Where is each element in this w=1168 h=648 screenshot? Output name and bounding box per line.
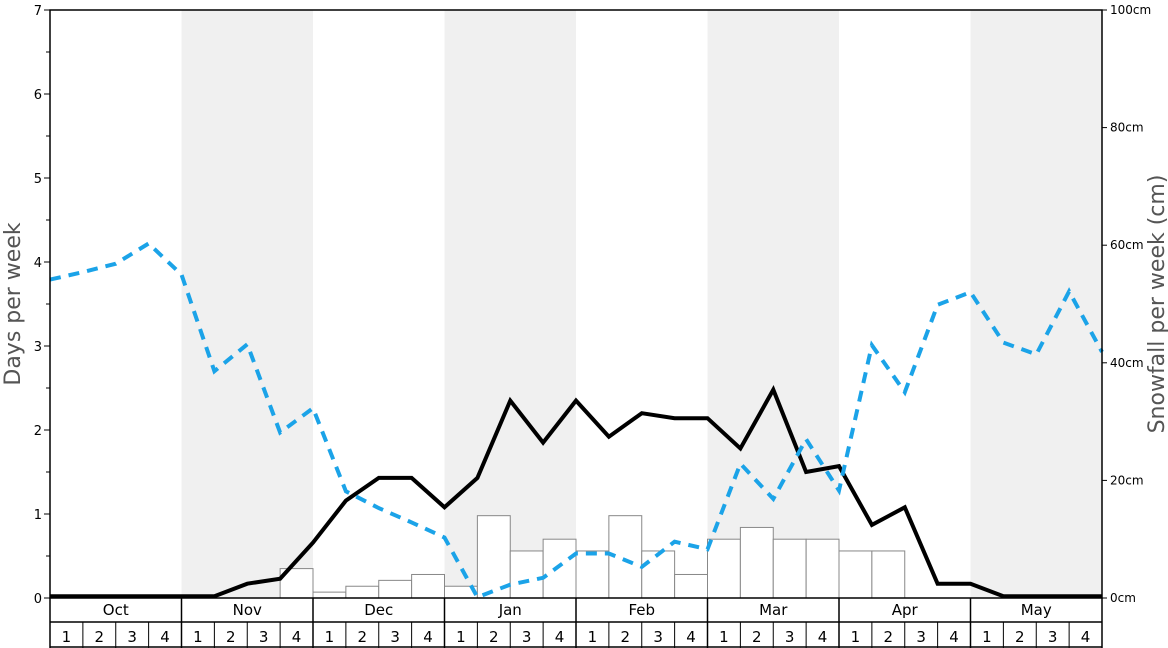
month-shading (181, 10, 1102, 598)
snowfall-bar (674, 573, 708, 599)
left-axis: 0 1 2 3 4 5 6 7 (34, 4, 50, 607)
left-tick-label: 1 (34, 508, 42, 523)
month-label-jan: Jan (498, 601, 522, 619)
month-shade-may (970, 10, 1102, 598)
month-shade-mar (707, 10, 839, 598)
series-lines (49, 240, 1104, 600)
week-label: 4 (686, 628, 696, 646)
left-tick-label: 7 (34, 4, 42, 19)
week-label: 1 (62, 628, 72, 646)
left-tick-label: 5 (34, 172, 42, 187)
month-label-apr: Apr (892, 601, 919, 619)
right-axis: 0cm 20cm 40cm 60cm 80cm 100cm (1102, 3, 1151, 605)
week-label: 4 (160, 628, 170, 646)
week-label: 1 (982, 628, 992, 646)
week-label: 2 (752, 628, 762, 646)
snowfall-bar (509, 550, 544, 599)
snowfall-bar (838, 550, 873, 599)
week-label: 3 (916, 628, 926, 646)
snowfall-bar (411, 573, 445, 599)
week-label: 2 (489, 628, 499, 646)
month-label-oct: Oct (103, 601, 129, 619)
snowfall-bar (312, 591, 347, 599)
right-axis-title: Snowfall per week (cm) (1145, 175, 1168, 434)
right-tick-label: 80cm (1110, 121, 1144, 135)
snowfall-bar (542, 538, 577, 599)
week-label: 2 (358, 628, 368, 646)
week-label: 3 (653, 628, 663, 646)
week-label: 2 (226, 628, 236, 646)
left-tick-label: 4 (34, 256, 42, 271)
series-line-dashed (49, 240, 1104, 600)
week-label: 3 (522, 628, 532, 646)
week-label: 2 (884, 628, 894, 646)
right-tick-label: 0cm (1110, 591, 1136, 605)
left-tick-label: 2 (34, 424, 42, 439)
week-label: 3 (259, 628, 269, 646)
week-label: 2 (621, 628, 631, 646)
month-label-may: May (1021, 601, 1052, 619)
week-label: 3 (1048, 628, 1058, 646)
snowfall-bar (805, 538, 840, 599)
right-tick-label: 40cm (1110, 356, 1144, 370)
week-label: 2 (1015, 628, 1025, 646)
week-label: 4 (818, 628, 828, 646)
week-label: 3 (390, 628, 400, 646)
week-label: 4 (555, 628, 565, 646)
snowfall-bars (279, 515, 906, 599)
snowfall-bar (378, 579, 413, 599)
left-axis-title: Days per week (1, 222, 26, 385)
week-label: 4 (292, 628, 302, 646)
week-label: 3 (785, 628, 795, 646)
series-line-solid (50, 385, 1102, 599)
month-label-feb: Feb (628, 601, 655, 619)
left-tick-label: 3 (34, 340, 42, 355)
month-axis: Oct 1 2 3 4 Nov 1 2 3 4 Dec 1 2 3 4 Jan 1 2 3 4 Feb 1 2 3 4 Mar 1 2… (49, 598, 1103, 648)
snowfall-bar (772, 538, 807, 599)
snowfall-bar (575, 550, 610, 599)
week-label: 1 (325, 628, 335, 646)
snowfall-bar (476, 515, 511, 599)
left-tick-label: 0 (34, 592, 42, 607)
week-label: 4 (1081, 628, 1091, 646)
week-label: 1 (851, 628, 861, 646)
snowfall-bar (345, 585, 380, 599)
right-tick-label: 60cm (1110, 238, 1144, 252)
month-shade-jan (444, 10, 576, 598)
week-label: 4 (423, 628, 433, 646)
week-label: 4 (949, 628, 959, 646)
snowfall-bar (739, 526, 774, 599)
week-label: 1 (193, 628, 203, 646)
left-tick-label: 6 (34, 88, 42, 103)
right-tick-label: 100cm (1110, 3, 1151, 17)
week-label: 3 (127, 628, 137, 646)
week-label: 1 (719, 628, 729, 646)
snowfall-bar (707, 538, 741, 599)
snowfall-bar (641, 550, 676, 599)
month-shade-nov (181, 10, 313, 598)
month-label-mar: Mar (759, 601, 788, 619)
month-label-nov: Nov (233, 601, 262, 619)
week-label: 2 (95, 628, 105, 646)
week-label: 1 (588, 628, 598, 646)
right-tick-label: 20cm (1110, 473, 1144, 487)
week-label: 1 (456, 628, 466, 646)
month-label-dec: Dec (364, 601, 393, 619)
snowfall-bar (871, 550, 906, 599)
